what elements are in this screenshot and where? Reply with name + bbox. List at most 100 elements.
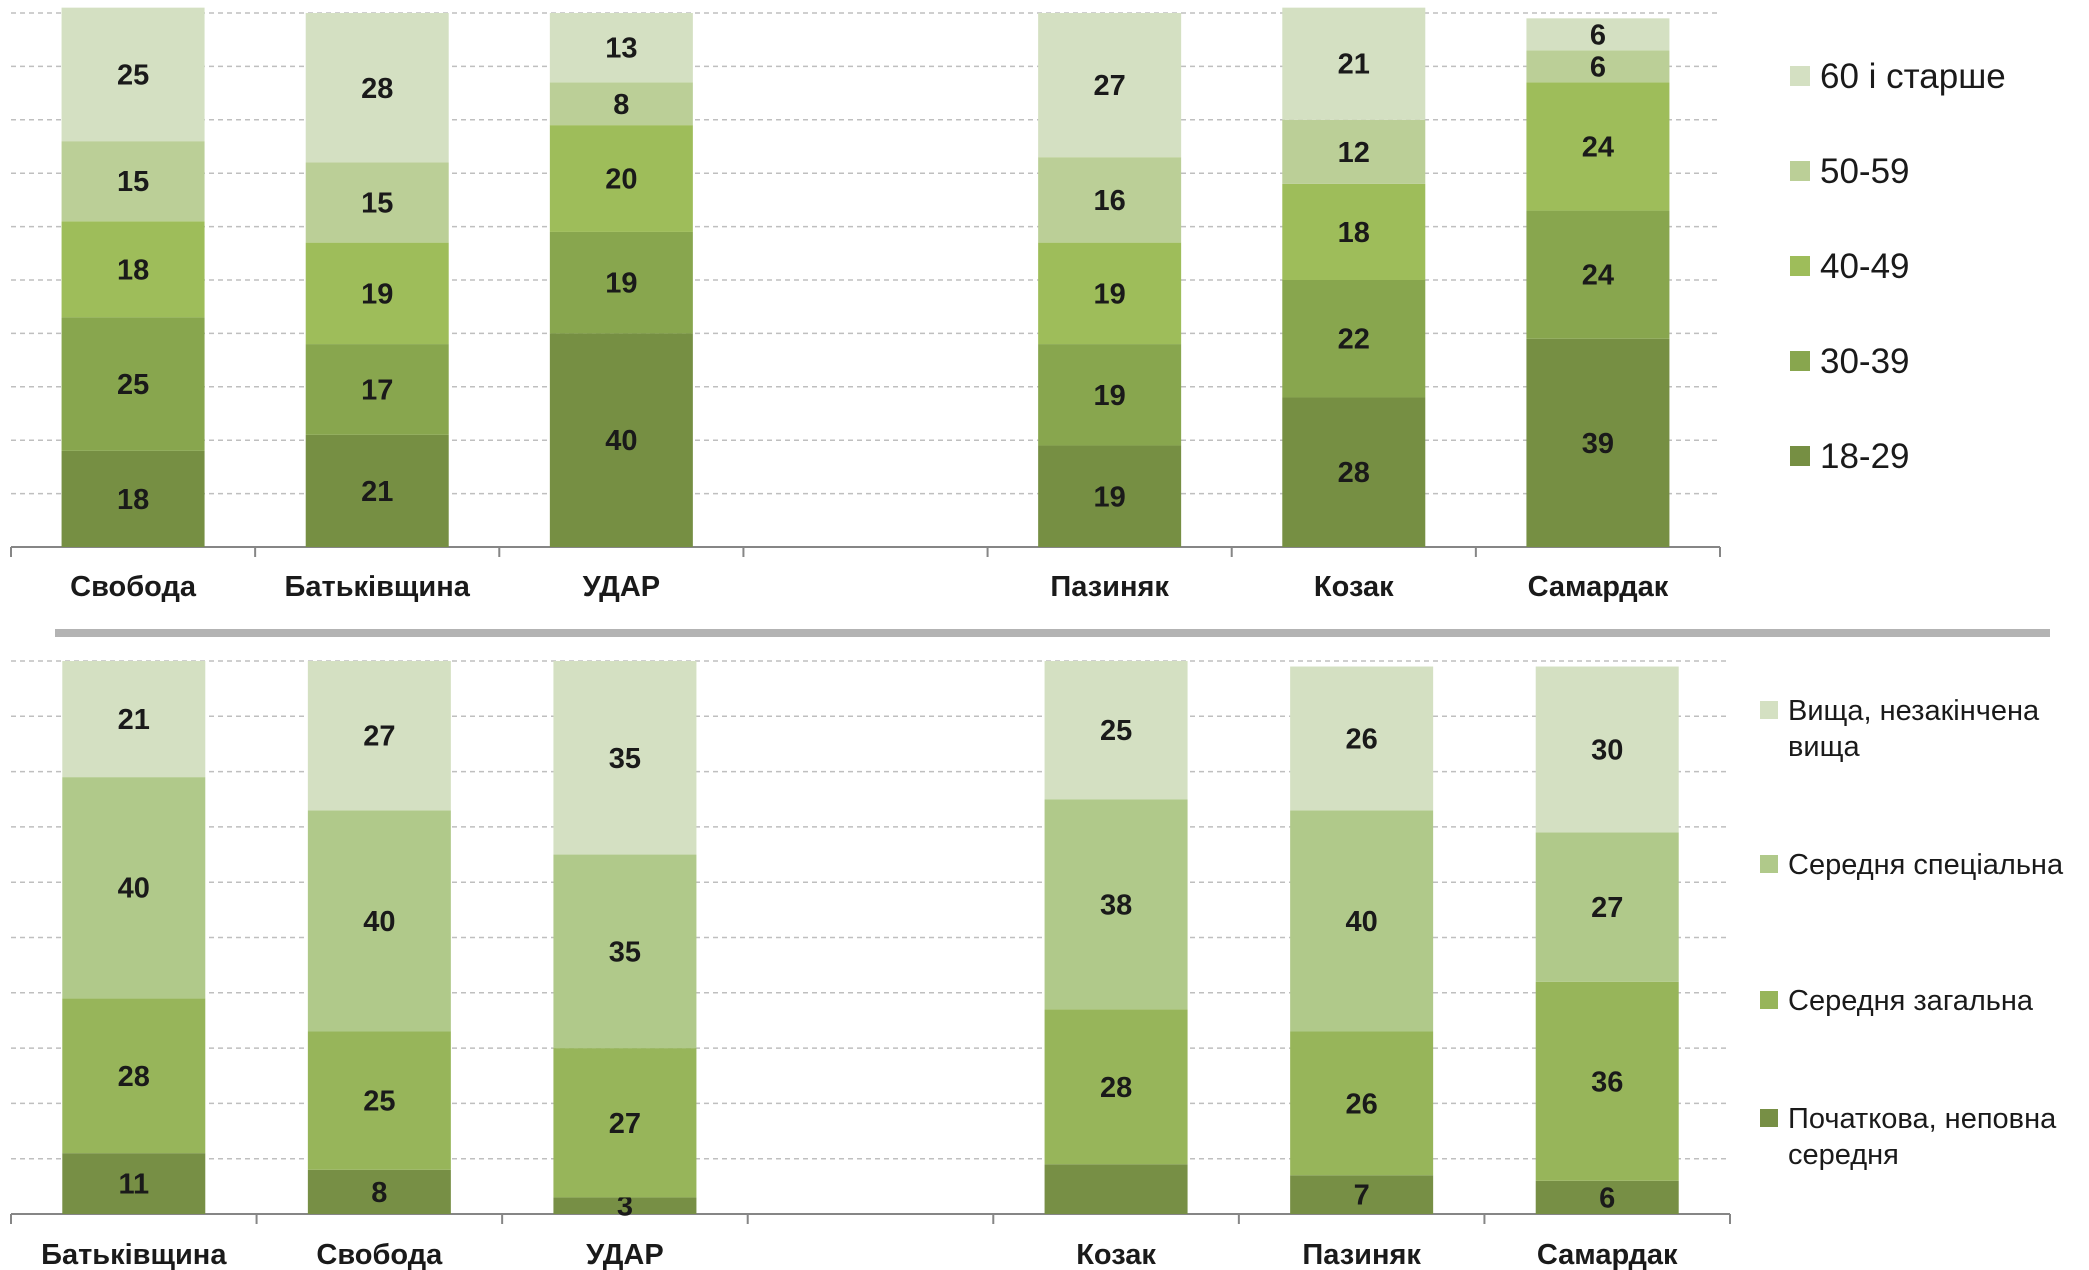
bar-segment (305, 13, 449, 163)
legend-swatch (1790, 256, 1810, 276)
bar-segment (307, 810, 451, 1032)
data-label: 36 (1591, 1066, 1623, 1098)
bar-segment (62, 661, 206, 778)
data-label: 40 (1346, 906, 1378, 938)
data-label: 27 (1591, 892, 1623, 924)
bar-segment (1535, 832, 1679, 982)
category-label: Пазиняк (1050, 571, 1169, 603)
bar-segment (1535, 1180, 1679, 1214)
bar-segment (61, 7, 205, 142)
bar-segment (61, 317, 205, 451)
bar-segment (1535, 981, 1679, 1181)
data-label: 25 (117, 59, 149, 91)
bar-segment (62, 777, 206, 999)
data-label: 22 (1338, 324, 1370, 356)
legend-label: середня (1788, 1139, 1899, 1171)
data-label: 21 (1338, 49, 1370, 81)
data-label: 6 (1590, 51, 1606, 83)
category-label: УДАР (583, 571, 661, 603)
bar-segment (62, 998, 206, 1154)
data-label: 8 (371, 1177, 387, 1209)
data-label: 26 (1346, 723, 1378, 755)
bar-segment (553, 661, 697, 855)
bar-segment (62, 1153, 206, 1214)
bar-segment (1038, 344, 1182, 446)
legend-swatch (1760, 855, 1778, 873)
data-label: 28 (118, 1061, 150, 1093)
bar-segment (61, 450, 205, 547)
legend-swatch (1790, 351, 1810, 371)
data-label: 40 (363, 906, 395, 938)
data-label: 15 (361, 188, 393, 220)
data-label: 28 (1338, 457, 1370, 489)
data-label: 18 (1338, 217, 1370, 249)
data-label: 38 (1100, 889, 1132, 921)
bar-segment (1044, 1009, 1188, 1165)
legend-label: 50-59 (1820, 152, 1910, 191)
bar-segment (307, 661, 451, 811)
bar-segment (1038, 13, 1182, 158)
data-label: 8 (613, 89, 629, 121)
legend-label: вища (1788, 731, 1860, 763)
bar-segment (1282, 119, 1426, 184)
data-label: 6 (1599, 1182, 1615, 1214)
data-label: 35 (609, 743, 641, 775)
bar-segment (305, 434, 449, 547)
bar-segment (1044, 661, 1188, 800)
legend-swatch (1760, 1109, 1778, 1127)
data-label: 40 (118, 873, 150, 905)
data-label: 20 (605, 164, 637, 196)
legend-swatch (1790, 446, 1810, 466)
bar-segment (1535, 666, 1679, 833)
legend-label: 30-39 (1820, 342, 1910, 381)
bar-segment (1282, 397, 1426, 547)
bar-segment (1290, 1175, 1434, 1214)
category-label: Пазиняк (1302, 1239, 1421, 1270)
data-label: 30 (1591, 734, 1623, 766)
bar-segment (1290, 666, 1434, 811)
bar-segment (549, 13, 693, 83)
category-label: Свобода (316, 1239, 443, 1270)
data-label: 19 (1094, 481, 1126, 513)
bar-segment (61, 221, 205, 318)
legend-swatch (1790, 161, 1810, 181)
data-label: 21 (361, 476, 393, 508)
legend-label: 18-29 (1820, 437, 1910, 476)
bar-segment (1282, 280, 1426, 398)
data-label: 35 (609, 936, 641, 968)
bar-segment (549, 125, 693, 232)
category-label: Козак (1076, 1239, 1156, 1270)
data-label: 25 (117, 369, 149, 401)
data-label: 19 (605, 268, 637, 300)
bar-segment (1282, 7, 1426, 120)
legend-swatch (1760, 991, 1778, 1009)
category-label: Батьківщина (41, 1239, 227, 1270)
legend-label: Початкова, неповна (1788, 1103, 2057, 1135)
bar-segment (1526, 50, 1670, 83)
data-label: 21 (118, 704, 150, 736)
data-label: 6 (1590, 19, 1606, 51)
category-label: Самардак (1537, 1239, 1678, 1270)
data-label: 13 (605, 33, 637, 65)
bar-segment (549, 231, 693, 334)
bar-segment (1526, 338, 1670, 547)
legend-label: Вища, незакінчена (1788, 695, 2040, 727)
legend-swatch (1760, 701, 1778, 719)
data-label: 16 (1094, 185, 1126, 217)
legend-label: Середня загальна (1788, 985, 2034, 1017)
bar-segment (1044, 799, 1188, 1010)
bar-segment (553, 1197, 697, 1214)
legend-swatch (1790, 66, 1810, 86)
data-label: 39 (1582, 428, 1614, 460)
bar-segment (1282, 183, 1426, 280)
data-label: 25 (1100, 715, 1132, 747)
data-label: 19 (361, 278, 393, 310)
data-label: 18 (117, 484, 149, 516)
bar-segment (1290, 810, 1434, 1032)
data-label: 28 (1100, 1072, 1132, 1104)
bar-segment (1526, 210, 1670, 339)
data-label: 27 (609, 1108, 641, 1140)
data-label: 7 (1354, 1180, 1370, 1212)
bar-segment (549, 82, 693, 126)
